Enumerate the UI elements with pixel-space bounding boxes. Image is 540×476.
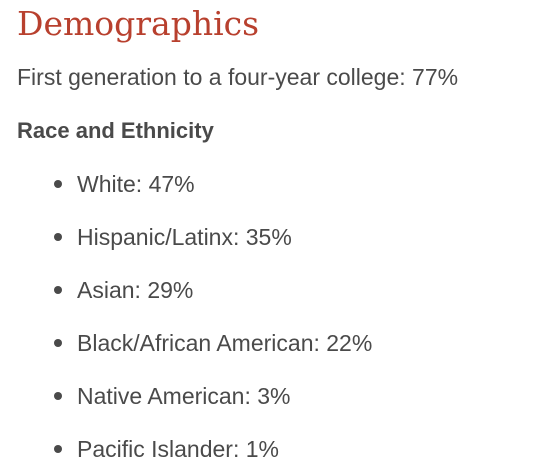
list-item-asian: Asian: 29% [0, 264, 520, 317]
race-ethnicity-list: White: 47% Hispanic/Latinx: 35% Asian: 2… [0, 158, 520, 476]
list-item-native-american: Native American: 3% [0, 370, 520, 423]
list-item-label: Black/African American: 22% [77, 330, 373, 356]
section-title: Demographics [17, 4, 260, 43]
bullet-icon [54, 445, 62, 453]
bullet-icon [54, 392, 62, 400]
race-ethnicity-heading: Race and Ethnicity [17, 118, 214, 143]
bullet-icon [54, 233, 62, 241]
list-item-label: Asian: 29% [77, 277, 194, 303]
bullet-icon [54, 286, 62, 294]
bullet-icon [54, 180, 62, 188]
list-item-hispanic-latinx: Hispanic/Latinx: 35% [0, 211, 520, 264]
bullet-icon [54, 339, 62, 347]
first-generation-stat: First generation to a four-year college:… [17, 64, 459, 90]
list-item-pacific-islander: Pacific Islander: 1% [0, 423, 520, 476]
list-item-white: White: 47% [0, 158, 520, 211]
list-item-black-african-american: Black/African American: 22% [0, 317, 520, 370]
list-item-label: Native American: 3% [77, 383, 291, 409]
list-item-label: White: 47% [77, 171, 195, 197]
list-item-label: Hispanic/Latinx: 35% [77, 224, 292, 250]
list-item-label: Pacific Islander: 1% [77, 436, 279, 462]
